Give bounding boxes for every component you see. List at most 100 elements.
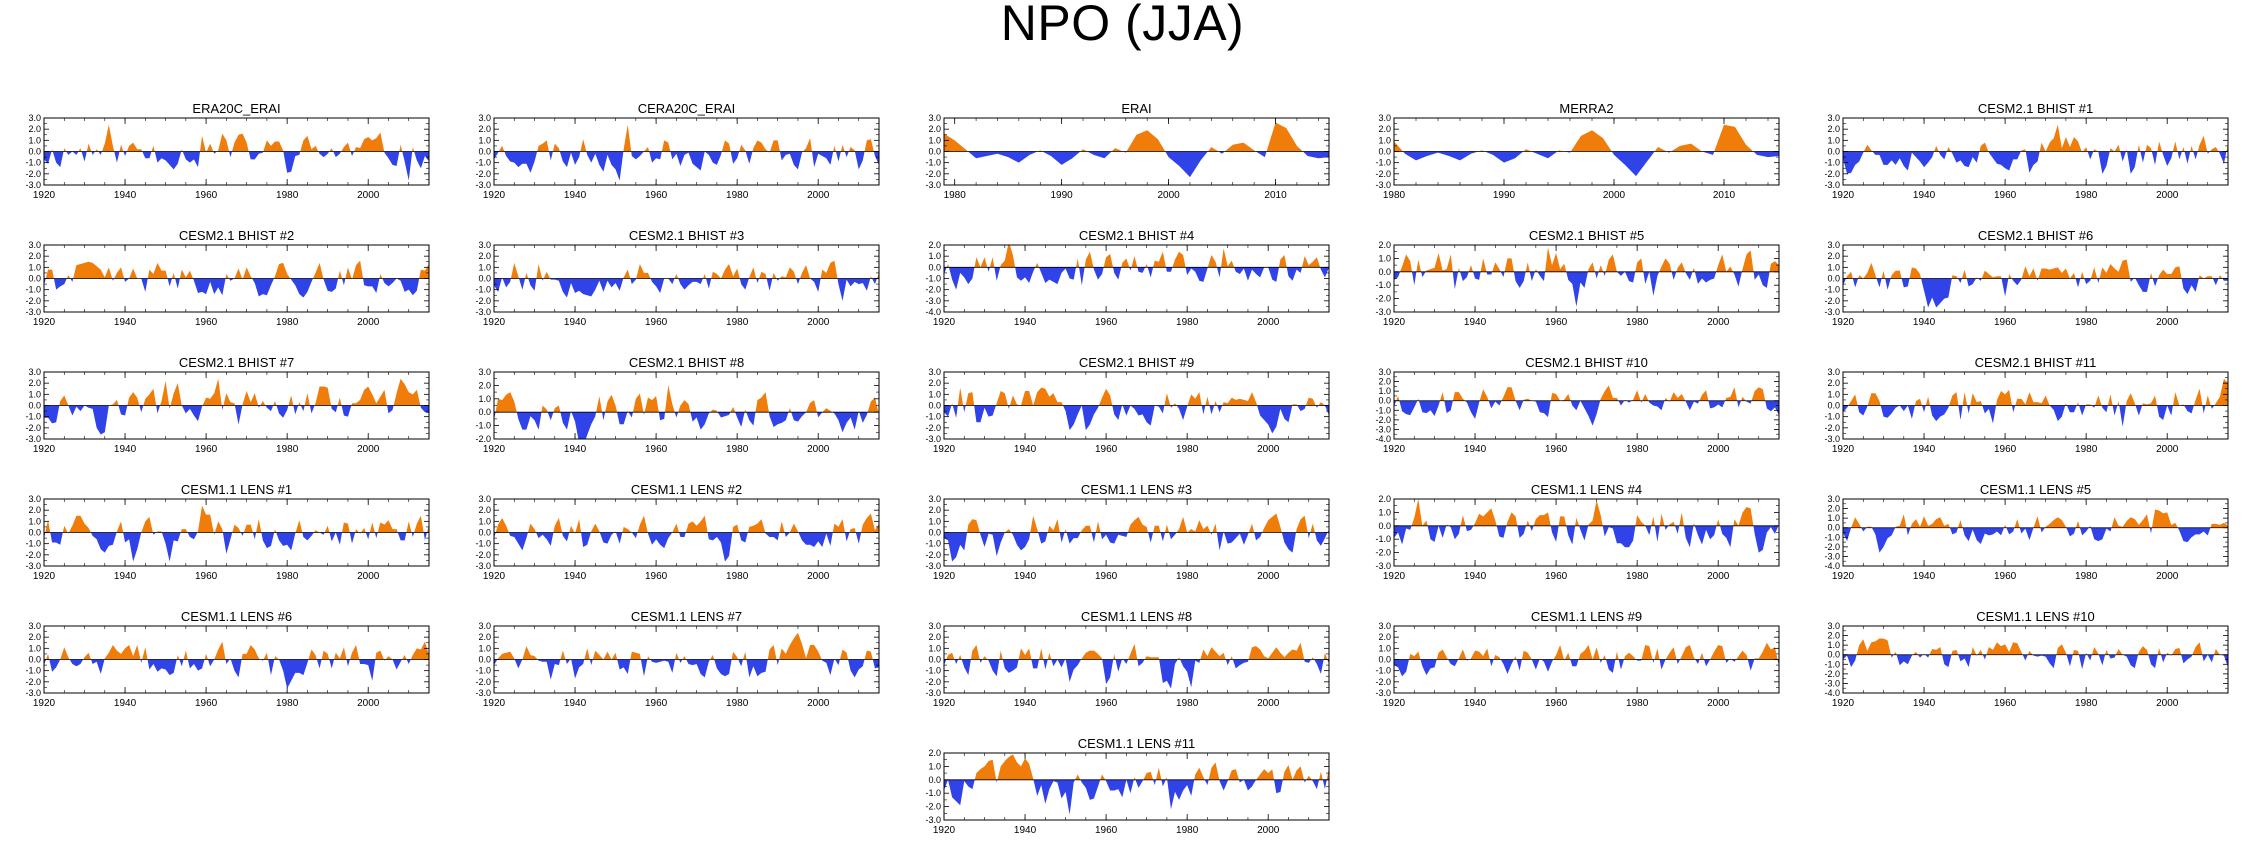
x-tick-label: 1940 xyxy=(114,317,137,328)
y-tick-label: -2.0 xyxy=(925,285,941,295)
panel-17: CESM1.1 LENS #23.02.01.00.0-1.0-2.0-3.01… xyxy=(475,482,880,582)
y-tick-label: -3.0 xyxy=(925,561,941,571)
y-tick-label: -3.0 xyxy=(25,180,41,190)
y-tick-label: 0.0 xyxy=(1378,267,1391,277)
x-tick-label: 1980 xyxy=(2075,317,2098,328)
x-tick-label: 1920 xyxy=(483,190,506,201)
panel-title: CESM2.1 BHIST #2 xyxy=(179,228,294,243)
negative-area xyxy=(944,267,1329,290)
negative-area xyxy=(1843,278,2228,308)
y-tick-label: -1.0 xyxy=(25,666,41,676)
x-tick-label: 1920 xyxy=(483,317,506,328)
x-tick-label: 2000 xyxy=(1603,190,1626,201)
positive-area xyxy=(944,642,1329,660)
panel-title: CESM2.1 BHIST #11 xyxy=(1975,355,2097,370)
positive-area xyxy=(1843,259,2228,279)
panel-title: CESM1.1 LENS #6 xyxy=(181,609,292,624)
panel-title: CESM2.1 BHIST #8 xyxy=(629,355,744,370)
y-tick-label: 0.0 xyxy=(478,407,491,417)
panel-title: CESM1.1 LENS #1 xyxy=(181,482,292,497)
y-tick-label: 3.0 xyxy=(28,494,41,504)
y-tick-label: 0.0 xyxy=(928,655,941,665)
y-tick-label: 1.0 xyxy=(1827,389,1840,399)
y-tick-label: -1.0 xyxy=(25,158,41,168)
y-tick-label: -1.0 xyxy=(925,158,941,168)
panel-title: CESM2.1 BHIST #4 xyxy=(1079,228,1194,243)
x-tick-label: 1940 xyxy=(1014,698,1037,709)
y-tick-label: -2.0 xyxy=(925,550,941,560)
y-tick-label: -2.0 xyxy=(475,296,491,306)
panel-title: CESM2.1 BHIST #6 xyxy=(1978,228,2093,243)
y-tick-label: 1.0 xyxy=(1378,643,1391,653)
y-tick-label: 0.0 xyxy=(478,147,491,157)
y-tick-label: -1.0 xyxy=(475,666,491,676)
panel-11: CESM2.1 BHIST #7 3.02.01.0 0.0-1.0-2.0-3.0… xyxy=(25,355,430,455)
panel-7: CESM2.1 BHIST #3 3.02.01.0 0.0-1.0-2.0-3.0… xyxy=(475,228,880,328)
y-tick-label: -1.0 xyxy=(1375,534,1391,544)
y-tick-label: 1.0 xyxy=(928,251,941,261)
positive-area xyxy=(44,505,429,533)
positive-area xyxy=(974,754,1329,780)
y-tick-label: -1.0 xyxy=(1824,532,1840,542)
y-tick-label: 1.0 xyxy=(478,135,491,145)
y-tick-label: 0.0 xyxy=(28,528,41,538)
y-tick-label: -2.0 xyxy=(475,550,491,560)
x-tick-label: 1920 xyxy=(33,444,56,455)
y-tick-label: -1.0 xyxy=(475,158,491,168)
x-tick-label: 1940 xyxy=(1014,571,1037,582)
positive-area xyxy=(44,124,429,152)
panel-title: ERA20C_ERAI xyxy=(192,101,280,116)
y-tick-label: 0.0 xyxy=(928,401,941,411)
x-tick-label: 1960 xyxy=(1095,698,1118,709)
x-tick-label: 1940 xyxy=(564,444,587,455)
x-tick-label: 1990 xyxy=(1051,190,1074,201)
x-tick-label: 2000 xyxy=(1707,317,1730,328)
y-tick-label: 2.0 xyxy=(928,505,941,515)
panel-22: CESM1.1 LENS #73.02.01.00.0-1.0-2.0-3.01… xyxy=(475,609,880,709)
y-tick-label: 3.0 xyxy=(478,621,491,631)
y-tick-label: 0.0 xyxy=(478,528,491,538)
y-tick-label: 1.0 xyxy=(928,761,941,771)
x-tick-label: 1960 xyxy=(195,444,218,455)
x-tick-label: 2000 xyxy=(357,317,380,328)
y-tick-label: 3.0 xyxy=(28,621,41,631)
y-tick-label: -1.0 xyxy=(475,539,491,549)
y-tick-label: 0.0 xyxy=(1378,396,1391,406)
positive-area xyxy=(1394,124,1779,152)
x-tick-label: 1940 xyxy=(1014,444,1037,455)
panel-title: CESM1.1 LENS #11 xyxy=(1078,736,1196,751)
x-tick-label: 2000 xyxy=(357,190,380,201)
x-tick-label: 1940 xyxy=(564,571,587,582)
x-tick-label: 1980 xyxy=(276,571,299,582)
y-tick-label: -1.0 xyxy=(925,412,941,422)
y-tick-label: -1.0 xyxy=(475,421,491,431)
x-tick-label: 1920 xyxy=(483,571,506,582)
panel-title: CESM1.1 LENS #4 xyxy=(1531,482,1642,497)
y-tick-label: -1.0 xyxy=(1375,666,1391,676)
y-tick-label: -3.0 xyxy=(1375,561,1391,571)
y-tick-label: -2.0 xyxy=(475,677,491,687)
panel-21: CESM1.1 LENS #63.02.01.00.0-1.0-2.0-3.01… xyxy=(25,609,430,709)
negative-area xyxy=(944,659,1329,689)
y-tick-label: 2.0 xyxy=(1378,240,1391,250)
y-tick-label: -3.0 xyxy=(25,434,41,444)
y-tick-label: -2.0 xyxy=(1375,169,1391,179)
panel-title: MERRA2 xyxy=(1559,101,1613,116)
x-tick-label: 1940 xyxy=(1913,190,1936,201)
negative-area xyxy=(1394,525,1779,553)
x-tick-label: 1960 xyxy=(1994,444,2017,455)
x-tick-label: 1980 xyxy=(944,190,967,201)
panel-title: CESM2.1 BHIST #9 xyxy=(1079,355,1194,370)
y-tick-label: 1.0 xyxy=(478,394,491,404)
x-tick-label: 2000 xyxy=(2156,444,2179,455)
y-tick-label: -1.0 xyxy=(1375,405,1391,415)
panel-10: CESM2.1 BHIST #6 3.02.01.0 0.0-1.0-2.0-3.0… xyxy=(1824,228,2229,328)
y-tick-label: -2.0 xyxy=(1824,542,1840,552)
y-tick-label: 1.0 xyxy=(28,516,41,526)
panel-title: CESM1.1 LENS #10 xyxy=(1976,609,2095,624)
x-tick-label: 1920 xyxy=(1383,571,1406,582)
y-tick-label: 2.0 xyxy=(28,124,41,134)
x-tick-label: 2000 xyxy=(2156,190,2179,201)
y-tick-label: -1.0 xyxy=(25,285,41,295)
